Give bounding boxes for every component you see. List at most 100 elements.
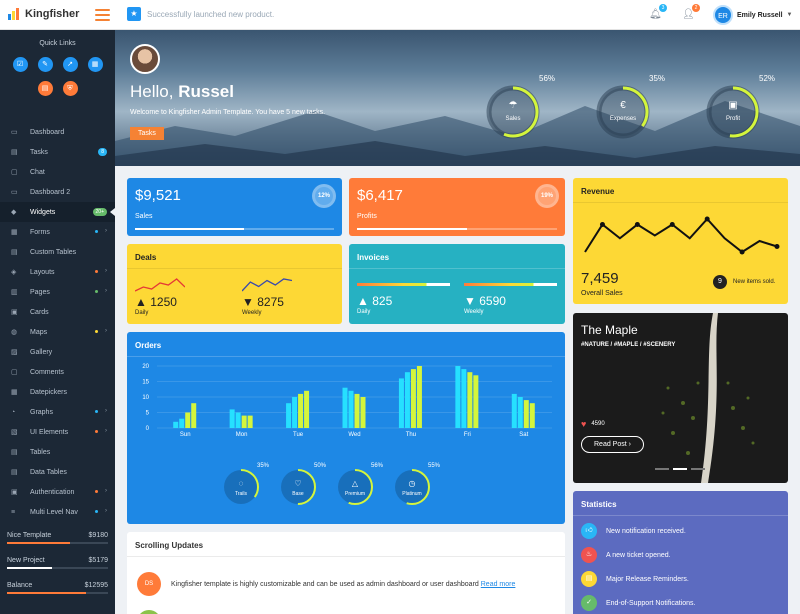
checkbox-icon[interactable]: ☑ [12,57,28,72]
revenue-point [599,222,605,227]
stat-label: Balance [7,582,33,589]
chart-icon[interactable]: ↗ [62,57,78,72]
up-arrow-icon: ▲ [357,294,369,308]
brand-logo[interactable]: Kingfisher [8,8,79,20]
carousel-dots[interactable] [655,468,705,470]
items-badge: 9 [713,275,727,289]
ring-progress [707,86,759,138]
sales-value: $9,521 [135,187,181,204]
sidebar-item-custom-tables[interactable]: ▤ Custom Tables [0,242,115,262]
sidebar-item-tasks[interactable]: ▤ Tasks 8 [0,142,115,162]
gauge-pct: 50% [314,463,327,469]
notice-text: Successfully launched new product. [147,9,275,19]
y-tick-label: 15 [142,380,149,386]
check-icon: ✓ [581,595,597,611]
sidebar-item-label: Data Tables [30,468,67,476]
deals-daily-sparkline [135,278,185,292]
bar [348,390,354,428]
bulb-icon: ◌ [239,479,244,488]
chevron-right-icon: › [105,328,107,334]
statistics-item[interactable]: 👍︎ New notification received. [581,523,686,539]
comment-icon: ▢ [11,369,18,376]
statistics-item[interactable]: ▤ Major Release Reminders. [581,571,689,587]
read-post-button[interactable]: Read Post › [581,436,644,453]
stat-value: $9180 [88,532,108,539]
deals-weekly-label: Weekly [242,310,262,316]
sales-progress [135,228,334,230]
gallery-icon: ▨ [11,349,18,356]
sidebar-item-graphs[interactable]: ◔ Graphs › [0,402,115,422]
quick-links-row: ☑ ✎ ↗ ▦ [0,57,115,72]
sidebar-item-label: Forms [30,228,50,236]
tasks-button[interactable]: Tasks [130,127,164,140]
chevron-right-icon: › [105,268,107,274]
gauge-progress [394,469,430,505]
sidebar-item-multi-level-nav[interactable]: ≡ Multi Level Nav › [0,502,115,522]
deals-weekly-value: ▼ 8275 [242,295,284,309]
sidebar-item-maps[interactable]: ◍ Maps › [0,322,115,342]
up-arrow-icon: ▲ [135,295,147,309]
down-arrow-icon: ▼ [242,295,254,309]
sidebar-item-dashboard[interactable]: ▭ Dashboard [0,122,115,142]
gauge-platinum: ◷ Platinum 55% [394,463,441,505]
profits-pct-badge: 19% [535,184,559,208]
sidebar-item-data-tables[interactable]: ▤ Data Tables [0,462,115,482]
bar [229,409,235,428]
update-item: DS Kingfisher template is highly customi… [137,572,515,596]
deals-weekly-sparkline [242,278,292,292]
user-menu[interactable]: ER Emily Russell ▼ [713,5,792,25]
user-icon[interactable]: 👤︎ 2 [682,4,700,21]
sidebar-item-gallery[interactable]: ▨ Gallery [0,342,115,362]
status-dot [95,270,98,273]
sidebar-item-dashboard-2[interactable]: ▭ Dashboard 2 [0,182,115,202]
x-tick-label: Sun [180,432,191,438]
x-tick-label: Fri [464,432,471,438]
status-dot [95,330,98,333]
bar [473,375,479,428]
statistics-item[interactable]: ♨ A new ticket opened. [581,547,671,563]
sidebar-item-cards[interactable]: ▣ Cards [0,302,115,322]
x-tick-label: Wed [348,432,360,438]
sidebar-item-forms[interactable]: ▦ Forms › [0,222,115,242]
revenue-label: Overall Sales [581,290,623,297]
widgets-icon: ◆ [11,209,17,216]
bar [461,369,467,428]
statistics-text: A new ticket opened. [606,551,671,559]
sidebar-badge: 8 [98,148,107,156]
sidebar-item-tables[interactable]: ▤ Tables [0,442,115,462]
chevron-right-icon: › [105,408,107,414]
sidebar: Quick Links ☑ ✎ ↗ ▦ ▤ ⛨ ▭ Dashboard ▤ Tasks 8 ▢ Ch… [0,30,115,614]
status-dot [95,230,98,233]
bell-icon[interactable]: 🔔︎ 3 [649,4,667,21]
cards-icon: ▣ [11,309,18,316]
sidebar-item-widgets[interactable]: ◆ Widgets 20+ [0,202,115,222]
edit-icon[interactable]: ✎ [37,57,53,72]
ring-label: Sales [505,116,521,122]
revenue-point [704,216,710,222]
menu-toggle-icon[interactable] [95,9,110,21]
statistics-item[interactable]: ✓ End-of-Support Notifications. [581,595,696,611]
table-icon: ▤ [11,249,18,256]
file-icon[interactable]: ▤ [37,81,53,96]
new-items-sold: 9 New items sold. [713,275,775,289]
revenue-point [774,244,780,249]
sidebar-item-authentication[interactable]: ▣ Authentication › [0,482,115,502]
sidebar-item-comments[interactable]: ▢ Comments [0,362,115,382]
sidebar-item-datepickers[interactable]: ▦ Datepickers [0,382,115,402]
shield-icon[interactable]: ⛨ [62,81,78,96]
fire-icon: ♨ [581,547,597,563]
sales-pct-badge: 12% [312,184,336,208]
grid-icon[interactable]: ▦ [87,57,103,72]
sidebar-item-chat[interactable]: ▢ Chat [0,162,115,182]
gauge-progress [280,469,316,505]
sidebar-item-label: Datepickers [30,388,67,396]
update-text: Kingfisher template is highly customizab… [171,580,516,588]
bar [241,415,247,428]
read-more-link[interactable]: Read more [480,580,516,588]
sidebar-item-pages[interactable]: ▥ Pages › [0,282,115,302]
brand-name: Kingfisher [25,8,80,20]
sidebar-item-ui-elements[interactable]: ▧ UI Elements › [0,422,115,442]
stat-label: New Project [7,557,45,564]
sidebar-item-layouts[interactable]: ◈ Layouts › [0,262,115,282]
heart-icon: ♡ [294,479,301,488]
